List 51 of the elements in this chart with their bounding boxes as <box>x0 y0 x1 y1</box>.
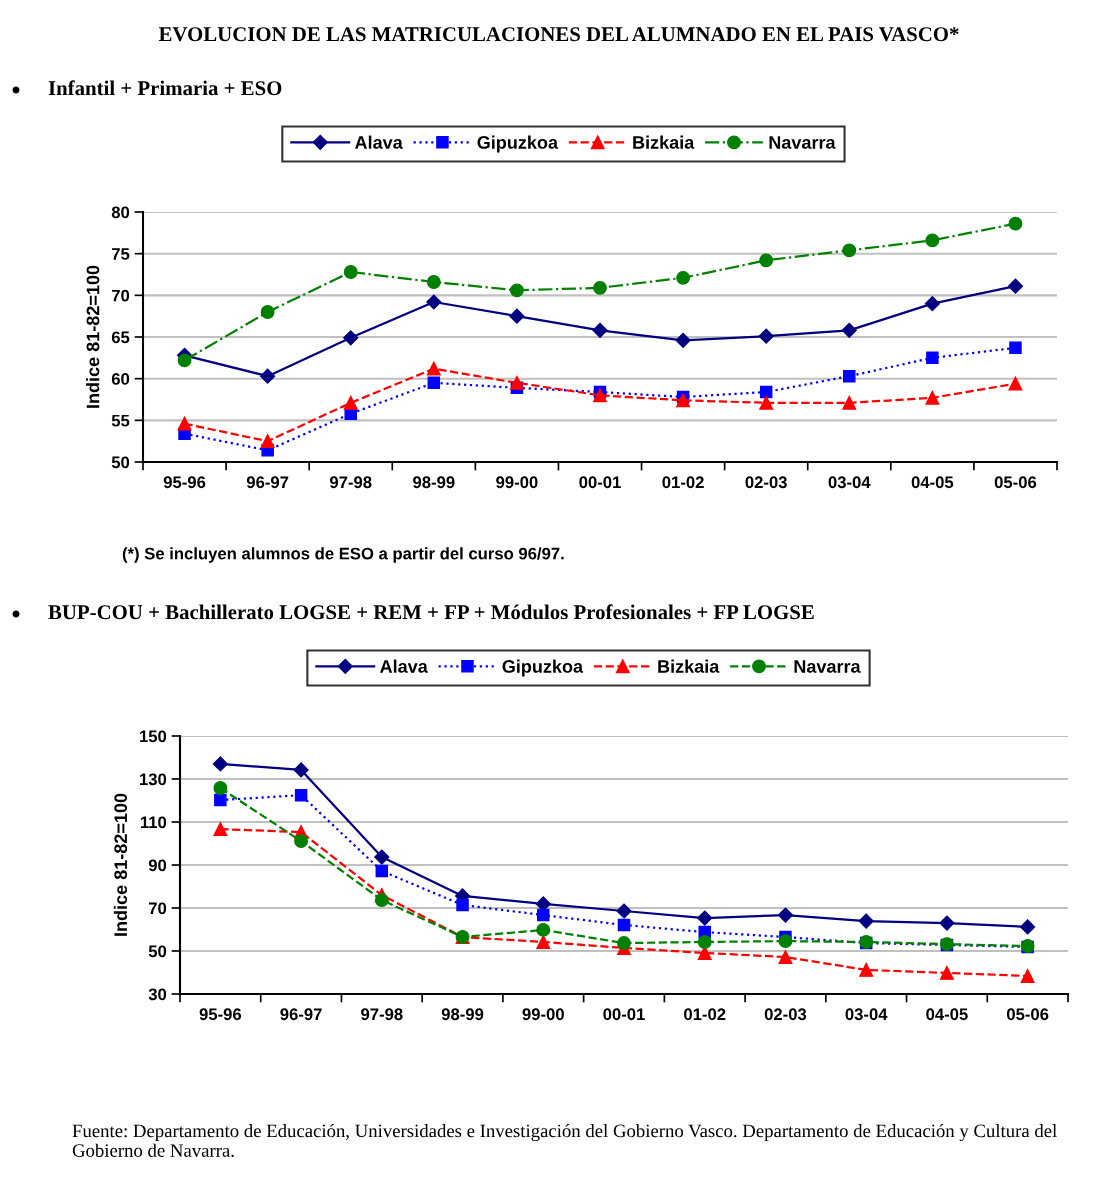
legend-label: Gipuzkoa <box>477 135 559 153</box>
y-tick-label: 110 <box>140 816 167 829</box>
x-tick-label: 00-01 <box>579 476 621 489</box>
y-tick-label: 65 <box>111 331 130 344</box>
x-tick-label: 95-96 <box>199 1008 242 1021</box>
legend-label: Alava <box>354 135 403 149</box>
x-tick-label: 03-04 <box>845 1008 888 1021</box>
legend-label: Gipuzkoa <box>502 659 584 677</box>
chart-subtitle: Infantil + Primaria + ESO <box>48 80 282 96</box>
x-tick-label: 01-02 <box>684 1008 726 1021</box>
x-tick-label: 02-03 <box>745 476 787 489</box>
x-tick-label: 02-03 <box>764 1008 807 1021</box>
legend-label: Bizkaia <box>633 135 695 149</box>
y-tick-label: 55 <box>111 414 130 427</box>
y-tick-label: 30 <box>148 988 167 1001</box>
chart-subtitle: BUP-COU + Bachillerato LOGSE + REM + FP + Módulos Profesionales + FP LOGSE <box>48 604 814 620</box>
x-tick-label: 01-02 <box>662 476 704 489</box>
x-tick-label: 98-99 <box>413 476 455 489</box>
x-tick-label: 95-96 <box>163 476 206 489</box>
y-axis-title: Indice 81-82=100 <box>86 265 100 408</box>
y-tick-label: 75 <box>111 248 130 260</box>
x-tick-label: 97-98 <box>361 1008 403 1021</box>
x-tick-label: 99-00 <box>522 1008 564 1021</box>
x-tick-label: 96-97 <box>246 476 289 489</box>
y-tick-label: 150 <box>140 730 167 743</box>
chart-title: EVOLUCION DE LAS MATRICULACIONES DEL ALUMNADO EN EL PAIS VASCO* <box>158 27 959 42</box>
x-tick-label: 96-97 <box>280 1008 322 1021</box>
legend-label: Navarra <box>769 136 836 149</box>
y-tick-label: 90 <box>148 859 167 872</box>
legend-label: Alava <box>380 659 428 673</box>
x-tick-label: 04-05 <box>926 1008 968 1021</box>
x-tick-label: 03-04 <box>828 476 871 489</box>
y-tick-label: 50 <box>111 456 130 469</box>
x-tick-label: 99-00 <box>496 476 538 489</box>
text: (*) Se incluyen alumnos de ESO a partir del curso 96/97. <box>122 547 564 563</box>
y-axis-title: Indice 81-82=100 <box>113 793 128 936</box>
x-tick-label: 05-06 <box>1006 1008 1049 1021</box>
y-tick-label: 70 <box>111 289 130 302</box>
source-note: Fuente: Departamento de Educación, Universidades e Investigación del Gobierno Vasco. Departamento de Educación y Cultura del Gobierno de Navarra. <box>72 1124 1057 1157</box>
x-tick-label: 05-06 <box>994 476 1037 489</box>
x-tick-label: 98-99 <box>441 1008 484 1021</box>
legend-label: Navarra <box>794 660 861 673</box>
y-tick-label: 60 <box>111 373 130 385</box>
y-tick-label: 70 <box>148 902 167 915</box>
y-tick-label: 50 <box>148 945 167 958</box>
x-tick-label: 00-01 <box>603 1008 645 1021</box>
y-tick-label: 130 <box>140 773 167 786</box>
y-tick-label: 80 <box>111 206 130 219</box>
legend-label: Bizkaia <box>658 659 720 673</box>
x-tick-label: 97-98 <box>329 476 372 489</box>
x-tick-label: 04-05 <box>911 476 954 489</box>
